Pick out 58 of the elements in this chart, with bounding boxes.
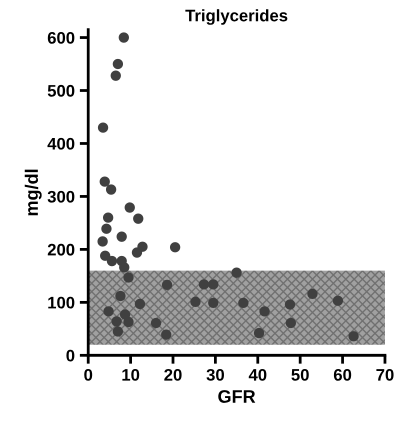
point bbox=[106, 256, 118, 266]
point bbox=[100, 176, 110, 187]
point bbox=[106, 184, 116, 195]
point bbox=[123, 272, 134, 283]
point bbox=[198, 279, 210, 290]
y-tick-label: 600 bbox=[48, 32, 74, 44]
point bbox=[132, 247, 142, 258]
y-tick-label: 300 bbox=[48, 190, 74, 203]
x-tick-label: 60 bbox=[334, 368, 352, 381]
point bbox=[101, 224, 112, 234]
x-tick-label: 40 bbox=[248, 368, 266, 381]
point bbox=[124, 202, 135, 213]
point bbox=[208, 279, 218, 290]
point bbox=[116, 232, 127, 242]
x-tick-label: 20 bbox=[164, 368, 182, 381]
x-tick-label: 50 bbox=[291, 368, 309, 381]
y-tick-label: 200 bbox=[48, 244, 74, 256]
point bbox=[112, 326, 124, 337]
point bbox=[119, 262, 130, 273]
point bbox=[162, 280, 172, 290]
point bbox=[110, 70, 121, 81]
point bbox=[118, 32, 129, 43]
x-tick-label: 70 bbox=[376, 368, 394, 381]
point bbox=[112, 58, 124, 70]
point bbox=[98, 122, 108, 133]
y-tick-label: 500 bbox=[48, 84, 74, 97]
point bbox=[231, 268, 242, 278]
point bbox=[103, 306, 114, 317]
point bbox=[348, 331, 359, 342]
point bbox=[100, 250, 110, 261]
point bbox=[97, 236, 108, 247]
x-tick-label: 0 bbox=[84, 368, 92, 381]
point bbox=[161, 330, 172, 340]
point bbox=[123, 316, 134, 328]
point bbox=[134, 298, 146, 310]
point bbox=[254, 328, 264, 338]
y-tick-label: 400 bbox=[47, 138, 74, 150]
y-axis-title: mg/dl bbox=[24, 170, 42, 216]
point bbox=[208, 298, 218, 308]
point bbox=[307, 288, 318, 300]
x-tick-label: 10 bbox=[122, 368, 140, 381]
chart-title: Triglycerides bbox=[185, 9, 288, 25]
point bbox=[259, 306, 270, 317]
point bbox=[115, 290, 126, 302]
point bbox=[286, 318, 296, 328]
point bbox=[190, 296, 201, 307]
point bbox=[150, 318, 162, 328]
x-tick-label: 30 bbox=[206, 368, 224, 381]
point bbox=[133, 214, 144, 224]
point bbox=[111, 316, 122, 327]
x-axis-title: GFR bbox=[218, 390, 256, 403]
point bbox=[284, 299, 296, 310]
point bbox=[238, 298, 249, 308]
y-tick-label: 100 bbox=[48, 296, 74, 309]
point bbox=[170, 242, 180, 252]
y-tick-label: 0 bbox=[66, 350, 74, 362]
point bbox=[102, 212, 114, 223]
point bbox=[332, 296, 344, 306]
